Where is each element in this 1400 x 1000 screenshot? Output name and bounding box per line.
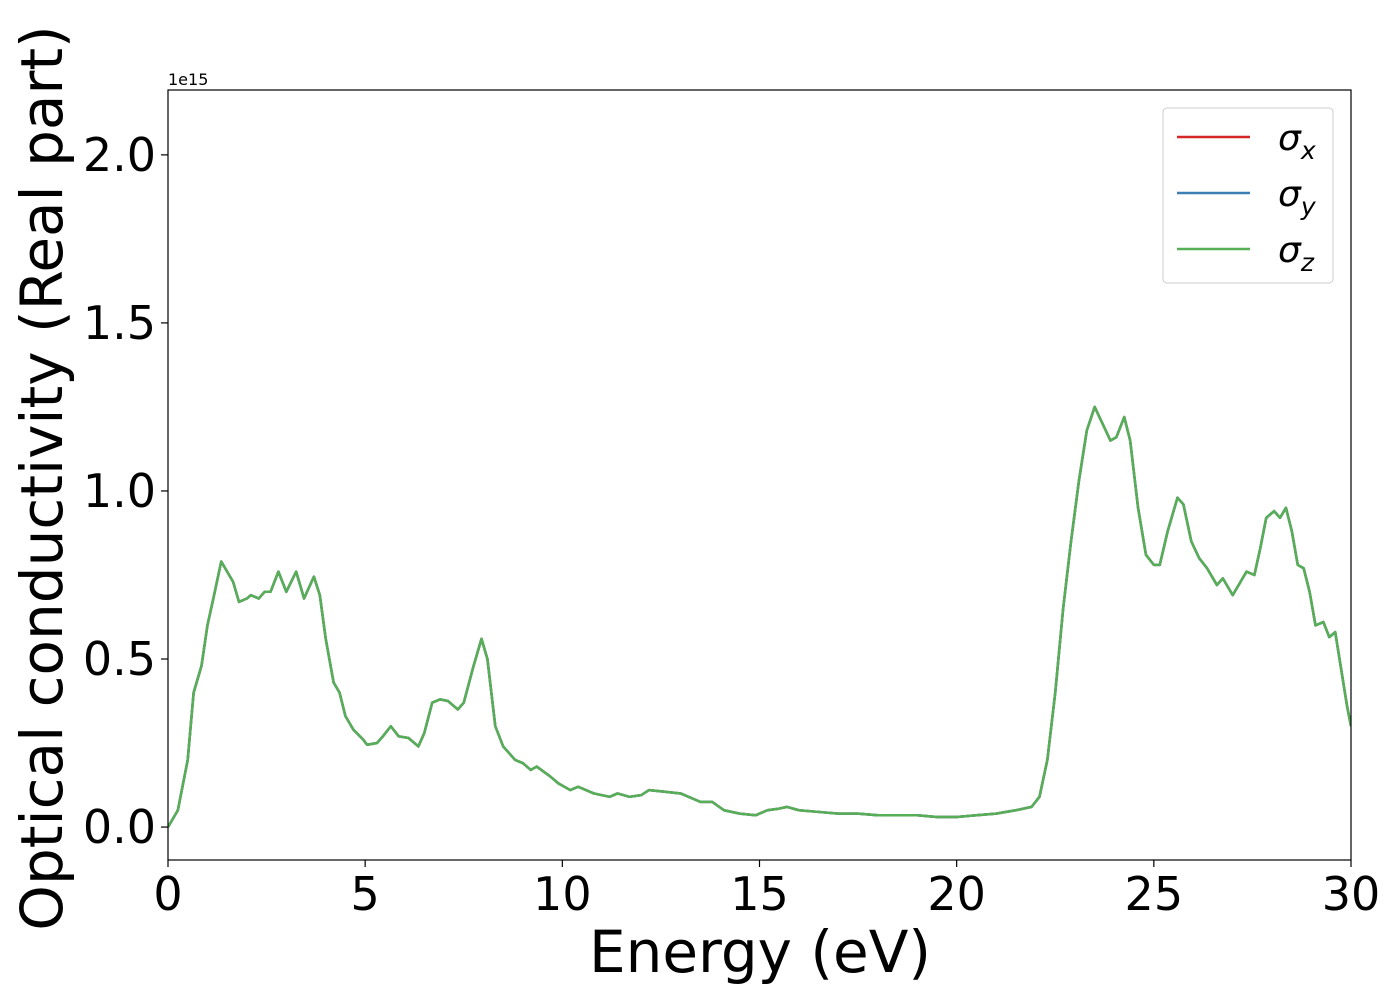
x-tick-label: 30 — [1322, 867, 1381, 921]
legend-label: σx — [1278, 118, 1316, 165]
x-tick-label: 25 — [1125, 867, 1184, 921]
y-tick-label: 2.0 — [83, 128, 156, 182]
legend: σx σy σz — [1162, 107, 1334, 284]
x-tick-label: 20 — [927, 867, 986, 921]
x-tick-label: 5 — [351, 867, 380, 921]
series-line — [168, 405, 1351, 828]
series-line — [168, 405, 1351, 828]
legend-label: σz — [1278, 230, 1315, 277]
y-tick-label: 0.0 — [83, 800, 156, 854]
y-axis-label: Optical conductivity (Real part) — [8, 25, 76, 930]
y-tick-label: 0.5 — [83, 632, 156, 686]
x-tick-label: 10 — [533, 867, 592, 921]
offset-text: 1e15 — [168, 70, 208, 89]
x-tick-label: 15 — [730, 867, 789, 921]
series-line — [168, 405, 1351, 828]
y-tick-label: 1.5 — [83, 296, 156, 350]
plot-frame — [167, 89, 1352, 861]
x-axis-label: Energy (eV) — [589, 918, 931, 986]
legend-label: σy — [1278, 174, 1317, 221]
y-tick-label: 1.0 — [83, 464, 156, 518]
legend-box — [1162, 107, 1334, 284]
x-tick-label: 0 — [153, 867, 182, 921]
